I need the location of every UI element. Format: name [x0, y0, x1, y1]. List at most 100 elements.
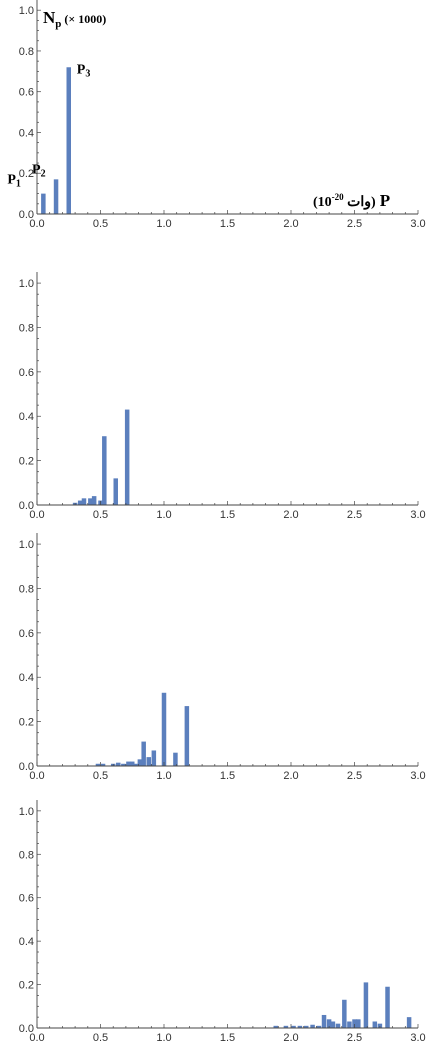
- y-tick-label: 0.2: [19, 168, 34, 180]
- bar-1-3: [66, 67, 71, 214]
- bar-3-14: [173, 752, 178, 766]
- bar-4-5: [303, 1025, 309, 1028]
- y-tick-label: 0.0: [19, 209, 34, 221]
- x-tick-label: 1.0: [156, 509, 171, 521]
- y-tick-label: 0.8: [19, 322, 34, 334]
- x-tick-label: 2.0: [283, 218, 298, 230]
- bar-3-15: [184, 706, 190, 766]
- bar-2-2: [77, 500, 83, 505]
- x-tick-label: 0.0: [29, 509, 44, 521]
- y-tick-label: 0.2: [19, 456, 34, 468]
- x-tick-label: 1.5: [220, 509, 235, 521]
- bar-3-6: [126, 761, 131, 766]
- bar-3-10: [141, 741, 146, 766]
- bar-3-7: [130, 761, 135, 766]
- x-tick-label: 2.5: [347, 218, 362, 230]
- chart-panel-3: 0.0 0.5 1.0 1.5 2.0 2.5 3.0 0.0 0.2 0.4 0.6 0.8 1.0: [19, 533, 426, 782]
- bar-3-1: [95, 763, 101, 766]
- bar-4-19: [385, 986, 390, 1028]
- y-tick-label: 0.0: [19, 500, 34, 512]
- bar-4-4: [297, 1025, 303, 1028]
- bar-3-9: [137, 759, 143, 766]
- y-tick-label: 0.0: [19, 761, 34, 773]
- bar-1-1: [41, 193, 46, 214]
- bar-1-2: [53, 179, 59, 214]
- y-tick-label: 0.2: [19, 717, 34, 729]
- bar-4-6: [310, 1024, 315, 1028]
- y-tick-label: 1.0: [19, 539, 34, 551]
- bar-3-11: [146, 757, 152, 766]
- x-tick-label: 3.0: [410, 509, 425, 521]
- bar-4-13: [347, 1021, 352, 1028]
- x-tick-label: 1.0: [156, 1032, 171, 1044]
- chart-panel-4: 0.0 0.5 1.0 1.5 2.0 2.5 3.0 0.0 0.2 0.4 0.6 0.8 1.0: [19, 800, 426, 1044]
- y-tick-label: 0.8: [19, 583, 34, 595]
- x-axis-label: (10-20 وات) P: [313, 191, 390, 210]
- y-tick-label: 0.8: [19, 46, 34, 58]
- bar-2-7: [102, 436, 107, 505]
- x-tick-label: 0.0: [29, 770, 44, 782]
- x-tick-label: 3.0: [410, 770, 425, 782]
- x-tick-label: 2.0: [283, 1032, 298, 1044]
- bar-2-5: [91, 496, 97, 505]
- y-tick-label: 1.0: [19, 278, 34, 290]
- bar-4-7: [316, 1025, 322, 1028]
- bar-4-12: [342, 999, 347, 1028]
- bar-3-2: [100, 763, 106, 766]
- bar-3-8: [133, 763, 139, 766]
- bar-3-5: [121, 763, 126, 766]
- bar-4-18: [377, 1023, 383, 1028]
- bar-2-8: [113, 478, 118, 505]
- peak-annotation-1: P1: [7, 173, 21, 190]
- x-tick-label: 2.0: [283, 509, 298, 521]
- bar-3-13: [161, 692, 167, 766]
- chart-panel-1: 0.0 0.5 1.0 1.5 2.0 2.5 3.0 0.0 0.2 0.4 0.6 0.8 1.0 N…: [7, 0, 426, 230]
- y-tick-label: 0.0: [19, 1023, 34, 1035]
- x-tick-label: 3.0: [410, 218, 425, 230]
- y-tick-label: 0.4: [19, 936, 34, 948]
- x-tick-label: 0.5: [93, 1032, 108, 1044]
- bar-4-9: [326, 1019, 332, 1028]
- y-tick-label: 0.6: [19, 893, 34, 905]
- x-tick-label: 2.0: [283, 770, 298, 782]
- x-tick-label: 0.0: [29, 218, 44, 230]
- x-tick-label: 1.0: [156, 770, 171, 782]
- peak-annotation-3: P3: [77, 62, 91, 79]
- x-tick-label: 0.5: [93, 770, 108, 782]
- bar-4-2: [283, 1025, 289, 1028]
- x-tick-label: 1.5: [220, 218, 235, 230]
- bar-4-11: [335, 1023, 341, 1028]
- chart-panel-2: 0.0 0.5 1.0 1.5 2.0 2.5 3.0 0.0 0.2 0.4 0.6 0.8 1.0: [19, 272, 426, 521]
- bar-3-12: [151, 750, 157, 766]
- y-tick-label: 0.6: [19, 367, 34, 379]
- y-tick-label: 0.6: [19, 87, 34, 99]
- peak-annotation-2: P2: [32, 162, 46, 179]
- y-axis-label: Np (× 1000): [43, 8, 106, 30]
- bar-4-20: [406, 1017, 412, 1028]
- x-tick-label: 3.0: [410, 1032, 425, 1044]
- bar-4-8: [321, 1014, 327, 1028]
- y-tick-label: 1.0: [19, 5, 34, 17]
- x-tick-label: 0.0: [29, 1032, 44, 1044]
- y-tick-label: 0.4: [19, 411, 34, 423]
- bar-2-3: [81, 498, 87, 505]
- bar-4-1: [273, 1025, 279, 1028]
- x-tick-label: 0.5: [93, 218, 108, 230]
- x-tick-label: 1.0: [156, 218, 171, 230]
- y-tick-label: 0.4: [19, 672, 34, 684]
- bar-2-4: [88, 498, 93, 505]
- y-tick-label: 1.0: [19, 806, 34, 818]
- y-tick-label: 0.8: [19, 849, 34, 861]
- bar-2-9: [124, 409, 130, 505]
- bar-4-3: [291, 1025, 296, 1028]
- x-tick-label: 1.5: [220, 1032, 235, 1044]
- x-tick-label: 2.5: [347, 1032, 362, 1044]
- x-tick-label: 2.5: [347, 770, 362, 782]
- bar-4-10: [330, 1021, 336, 1028]
- x-tick-label: 1.5: [220, 770, 235, 782]
- x-tick-label: 2.5: [347, 509, 362, 521]
- bar-4-16: [363, 982, 369, 1028]
- x-tick-label: 0.5: [93, 509, 108, 521]
- bar-4-15: [356, 1019, 361, 1028]
